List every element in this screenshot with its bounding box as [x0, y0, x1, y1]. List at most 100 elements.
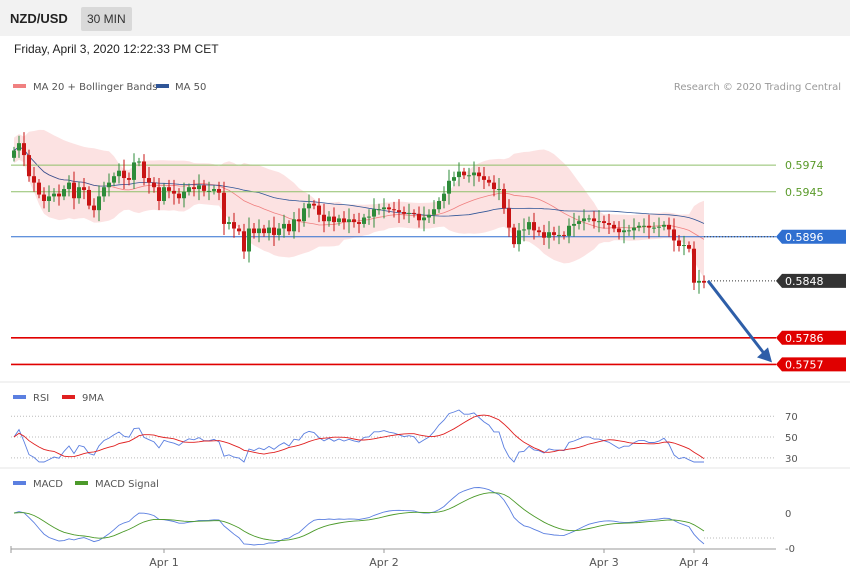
candle-body: [492, 182, 496, 190]
candle: [487, 176, 491, 187]
timeframe-button[interactable]: 30 MIN: [81, 7, 132, 31]
candle: [392, 201, 396, 218]
candle: [422, 206, 426, 232]
rsi-tick-label: 70: [785, 412, 798, 423]
candle-body: [662, 224, 666, 227]
candle: [532, 212, 536, 240]
candle-body: [592, 218, 596, 222]
candle-body: [497, 189, 501, 191]
candle-body: [512, 227, 516, 245]
candle: [407, 203, 411, 224]
candle: [367, 209, 371, 225]
candle-body: [477, 172, 481, 177]
candle-body: [377, 209, 381, 211]
candle: [42, 187, 46, 209]
candle-body: [162, 187, 166, 201]
candle-body: [407, 212, 411, 214]
candle: [72, 171, 76, 210]
candle: [77, 181, 81, 204]
level-label-5: 0.5757: [785, 358, 824, 371]
candle-body: [622, 230, 626, 233]
candle-body: [142, 161, 146, 179]
candle: [702, 275, 706, 289]
rsi-legend: RSI 9MA: [13, 393, 104, 404]
candle-body: [427, 214, 431, 218]
candle-body: [212, 189, 216, 191]
candle-body: [37, 182, 41, 195]
candle-body: [482, 176, 486, 180]
bollinger-band: [14, 129, 704, 278]
candle-body: [522, 229, 526, 231]
candle: [552, 226, 556, 241]
candle: [302, 202, 306, 227]
candle-body: [267, 227, 271, 234]
candle-body: [667, 224, 671, 230]
candle-body: [632, 227, 636, 231]
candle: [127, 172, 131, 186]
candle: [252, 223, 256, 239]
candle: [227, 216, 231, 230]
candle: [112, 172, 116, 187]
candle-body: [672, 229, 676, 241]
candle: [447, 169, 451, 205]
candle: [362, 213, 366, 228]
candle: [117, 163, 121, 184]
candle: [17, 135, 21, 158]
time-tick-label: Apr 2: [369, 556, 399, 569]
candle: [222, 181, 226, 235]
candle: [307, 194, 311, 218]
candle-body: [447, 180, 451, 194]
chart-datetime: Friday, April 3, 2020 12:22:33 PM CET: [14, 42, 219, 56]
candle-body: [262, 228, 266, 234]
candle: [427, 209, 431, 224]
candle-body: [127, 178, 131, 180]
candle-body: [597, 221, 601, 223]
candle: [22, 132, 26, 167]
candle-body: [292, 219, 296, 232]
candle: [67, 175, 71, 197]
candle-body: [67, 182, 71, 190]
candle-body: [362, 217, 366, 224]
candle: [477, 167, 481, 182]
rsi-ma-legend-label: 9MA: [82, 393, 104, 404]
candle-body: [57, 193, 61, 197]
candle: [242, 223, 246, 259]
price-panel: 0.5974 0.5945 0.5896 0.5848 0.5786 0.5757: [11, 129, 846, 372]
candle-body: [537, 230, 541, 233]
main-legend: MA 20 + Bollinger Bands MA 50 Research ©…: [13, 82, 841, 93]
candle-body: [392, 209, 396, 211]
candle: [542, 224, 546, 246]
candle-body: [97, 196, 101, 211]
candle-body: [237, 228, 241, 232]
candle: [177, 188, 181, 204]
candle-body: [697, 280, 701, 283]
level-label-0: 0.5974: [785, 159, 824, 172]
candle-body: [247, 228, 251, 252]
candle-body: [302, 208, 306, 222]
rsi-ma-line: [13, 414, 705, 459]
header-bar: [0, 0, 850, 36]
macd-signal-line: [13, 492, 705, 542]
candle: [237, 224, 241, 235]
candle: [152, 177, 156, 193]
research-credit: Research © 2020 Trading Central: [674, 82, 841, 93]
candle: [322, 203, 326, 233]
candle: [432, 200, 436, 224]
candle: [357, 212, 361, 234]
macd-panel: 0 -0: [13, 487, 795, 555]
candle-body: [387, 207, 391, 210]
candle: [382, 198, 386, 219]
candle-body: [412, 212, 416, 214]
time-tick-label: Apr 1: [149, 556, 179, 569]
candle: [697, 269, 701, 294]
candle-body: [282, 223, 286, 229]
candle: [52, 188, 56, 202]
candle: [537, 226, 541, 236]
candle-body: [102, 187, 106, 197]
candle: [132, 153, 136, 190]
candle: [517, 223, 521, 252]
level-tag-2: [776, 229, 846, 244]
rsi-legend-label: RSI: [33, 393, 49, 404]
candle: [257, 219, 261, 243]
